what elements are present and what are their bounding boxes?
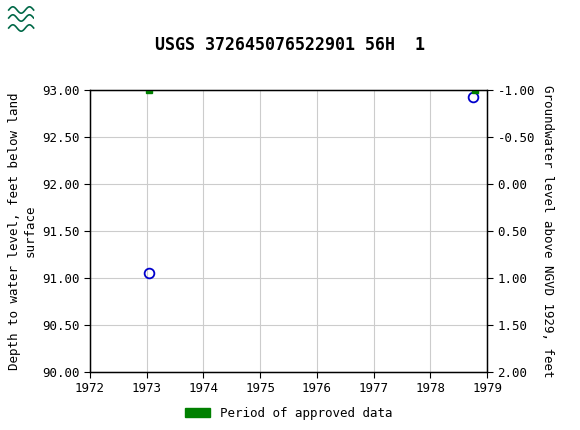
Y-axis label: Groundwater level above NGVD 1929, feet: Groundwater level above NGVD 1929, feet: [541, 85, 554, 378]
Text: USGS: USGS: [33, 15, 66, 25]
Bar: [6, 3, 64, 37]
Y-axis label: Depth to water level, feet below land
surface: Depth to water level, feet below land su…: [9, 92, 37, 370]
Text: USGS 372645076522901 56H  1: USGS 372645076522901 56H 1: [155, 36, 425, 54]
Legend: Period of approved data: Period of approved data: [180, 402, 397, 425]
